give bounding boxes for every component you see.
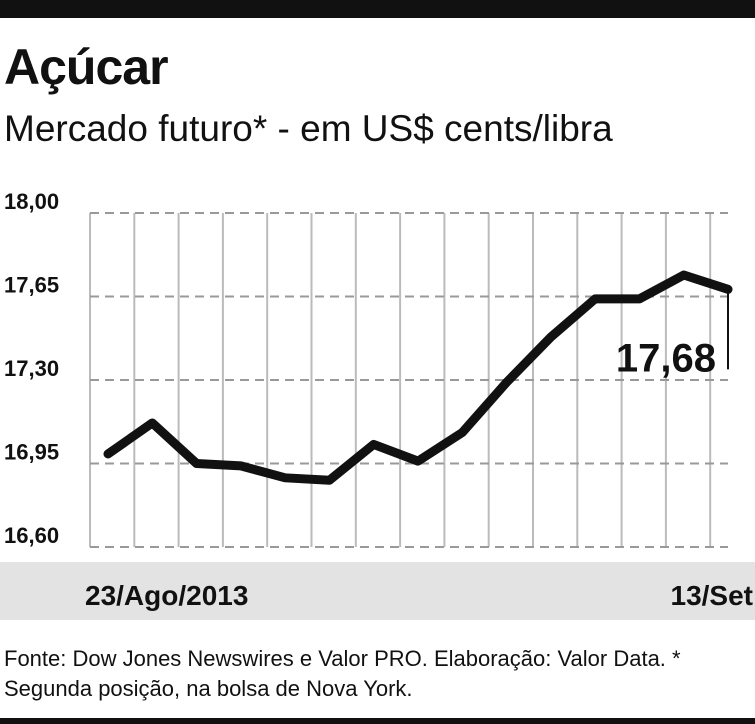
chart-subtitle: Mercado futuro* - em US$ cents/libra: [4, 108, 613, 149]
value-label: 17,68: [616, 336, 716, 380]
x-axis-band: [0, 562, 755, 620]
y-tick-label: 16,95: [4, 440, 59, 465]
x-tick-label: 13/Set: [671, 580, 754, 611]
chart-title: Açúcar: [4, 39, 169, 95]
y-tick-label: 17,30: [4, 356, 59, 381]
source-note: Fonte: Dow Jones Newswires e Valor PRO. …: [4, 646, 681, 701]
bottom-bar: [0, 718, 755, 724]
x-tick-label: 23/Ago/2013: [85, 580, 248, 611]
chart: 18,00 17,65 17,30 16,95 16,60 23/Ago/2013 13/S…: [0, 189, 755, 620]
y-tick-label: 16,60: [4, 523, 59, 548]
y-tick-label: 18,00: [4, 189, 59, 214]
y-tick-label: 17,65: [4, 273, 59, 298]
data-line: [103, 270, 733, 485]
top-bar: [0, 0, 755, 18]
